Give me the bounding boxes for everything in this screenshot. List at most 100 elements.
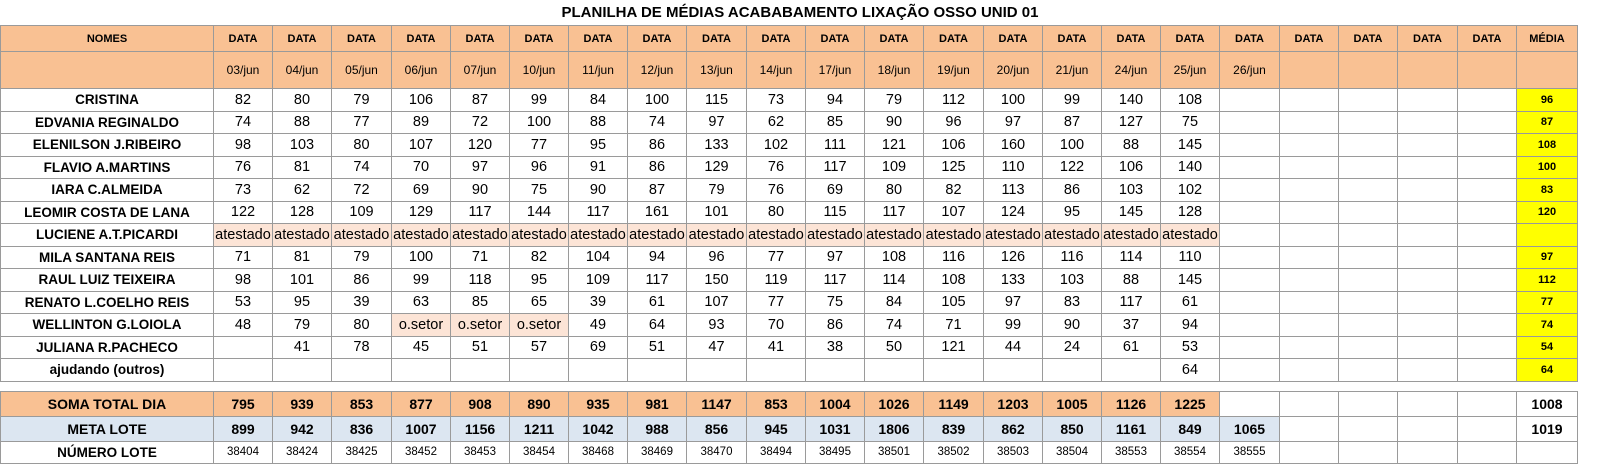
- meta-cell[interactable]: 899: [213, 415, 273, 442]
- meta-cell[interactable]: [1457, 415, 1517, 442]
- employee-name[interactable]: ELENILSON J.RIBEIRO: [0, 133, 214, 157]
- media-cell[interactable]: 54: [1516, 335, 1578, 359]
- score-cell[interactable]: 126: [983, 245, 1043, 269]
- score-cell[interactable]: 144: [509, 200, 569, 224]
- score-cell[interactable]: 74: [331, 155, 392, 179]
- score-cell[interactable]: 39: [331, 290, 392, 314]
- score-cell[interactable]: 71: [450, 245, 510, 269]
- score-cell[interactable]: [568, 358, 628, 382]
- score-cell[interactable]: 61: [1160, 290, 1220, 314]
- data-header[interactable]: DATA: [627, 25, 687, 52]
- numero-lote-cell[interactable]: 38424: [272, 440, 332, 464]
- score-cell[interactable]: [1457, 268, 1517, 292]
- score-cell[interactable]: [1279, 133, 1339, 157]
- score-cell[interactable]: 45: [391, 335, 451, 359]
- score-cell[interactable]: 65: [509, 290, 569, 314]
- meta-cell[interactable]: [1279, 415, 1339, 442]
- score-cell[interactable]: 76: [746, 155, 806, 179]
- score-cell[interactable]: atestado: [1101, 223, 1161, 247]
- score-cell[interactable]: 122: [1042, 155, 1102, 179]
- score-cell[interactable]: 79: [272, 313, 332, 337]
- score-cell[interactable]: 80: [331, 133, 392, 157]
- score-cell[interactable]: 121: [864, 133, 924, 157]
- score-cell[interactable]: [1279, 245, 1339, 269]
- soma-cell[interactable]: [1279, 390, 1339, 417]
- score-cell[interactable]: 96: [509, 155, 569, 179]
- score-cell[interactable]: 128: [1160, 200, 1220, 224]
- score-cell[interactable]: [1338, 245, 1398, 269]
- media-header[interactable]: MÉDIA: [1516, 25, 1578, 52]
- score-cell[interactable]: [1338, 110, 1398, 134]
- employee-name[interactable]: FLAVIO A.MARTINS: [0, 155, 214, 179]
- score-cell[interactable]: [1457, 358, 1517, 382]
- soma-cell[interactable]: [1219, 390, 1280, 417]
- score-cell[interactable]: atestado: [627, 223, 687, 247]
- score-cell[interactable]: 129: [686, 155, 747, 179]
- score-cell[interactable]: [746, 358, 806, 382]
- score-cell[interactable]: 80: [331, 313, 392, 337]
- media-cell[interactable]: 64: [1516, 358, 1578, 382]
- score-cell[interactable]: 74: [627, 110, 687, 134]
- score-cell[interactable]: 97: [983, 290, 1043, 314]
- score-cell[interactable]: 63: [391, 290, 451, 314]
- meta-cell[interactable]: 856: [686, 415, 747, 442]
- score-cell[interactable]: [1457, 313, 1517, 337]
- data-header[interactable]: DATA: [983, 25, 1043, 52]
- soma-cell[interactable]: 1126: [1101, 390, 1161, 417]
- score-cell[interactable]: 107: [923, 200, 984, 224]
- score-cell[interactable]: [331, 358, 392, 382]
- score-cell[interactable]: [1338, 133, 1398, 157]
- score-cell[interactable]: 102: [1160, 178, 1220, 202]
- numero-lote-cell[interactable]: 38470: [686, 440, 747, 464]
- meta-cell[interactable]: 1806: [864, 415, 924, 442]
- score-cell[interactable]: 100: [391, 245, 451, 269]
- soma-cell[interactable]: 981: [627, 390, 687, 417]
- score-cell[interactable]: [1279, 223, 1339, 247]
- score-cell[interactable]: [1457, 290, 1517, 314]
- numero-lote-cell[interactable]: 38404: [213, 440, 273, 464]
- score-cell[interactable]: [1397, 178, 1458, 202]
- media-cell[interactable]: 120: [1516, 200, 1578, 224]
- soma-cell[interactable]: 1005: [1042, 390, 1102, 417]
- score-cell[interactable]: 110: [1160, 245, 1220, 269]
- score-cell[interactable]: 44: [983, 335, 1043, 359]
- score-cell[interactable]: 81: [272, 245, 332, 269]
- score-cell[interactable]: 78: [331, 335, 392, 359]
- data-header[interactable]: DATA: [1160, 25, 1220, 52]
- score-cell[interactable]: atestado: [864, 223, 924, 247]
- numero-lote-cell[interactable]: 38495: [805, 440, 865, 464]
- numero-lote-cell[interactable]: [1397, 440, 1458, 464]
- employee-name[interactable]: EDVANIA REGINALDO: [0, 110, 214, 134]
- score-cell[interactable]: [509, 358, 569, 382]
- data-header[interactable]: DATA: [1279, 25, 1339, 52]
- score-cell[interactable]: 117: [627, 268, 687, 292]
- score-cell[interactable]: 88: [272, 110, 332, 134]
- score-cell[interactable]: [1457, 110, 1517, 134]
- score-cell[interactable]: [1338, 290, 1398, 314]
- media-cell[interactable]: 83: [1516, 178, 1578, 202]
- score-cell[interactable]: [1219, 268, 1280, 292]
- score-cell[interactable]: atestado: [450, 223, 510, 247]
- score-cell[interactable]: 73: [746, 88, 806, 112]
- date-cell[interactable]: 26/jun: [1219, 51, 1280, 89]
- numero-lote-cell[interactable]: [1338, 440, 1398, 464]
- score-cell[interactable]: 101: [272, 268, 332, 292]
- date-cell[interactable]: 14/jun: [746, 51, 806, 89]
- score-cell[interactable]: 109: [864, 155, 924, 179]
- names-header[interactable]: NOMES: [0, 25, 214, 52]
- score-cell[interactable]: [864, 358, 924, 382]
- score-cell[interactable]: 71: [213, 245, 273, 269]
- score-cell[interactable]: 100: [627, 88, 687, 112]
- score-cell[interactable]: [213, 335, 273, 359]
- numero-lote-cell[interactable]: 38453: [450, 440, 510, 464]
- score-cell[interactable]: 87: [627, 178, 687, 202]
- score-cell[interactable]: [1219, 110, 1280, 134]
- score-cell[interactable]: 79: [864, 88, 924, 112]
- score-cell[interactable]: 104: [568, 245, 628, 269]
- score-cell[interactable]: 127: [1101, 110, 1161, 134]
- score-cell[interactable]: [1397, 290, 1458, 314]
- data-header[interactable]: DATA: [450, 25, 510, 52]
- score-cell[interactable]: 72: [331, 178, 392, 202]
- meta-media[interactable]: 1019: [1516, 415, 1578, 442]
- score-cell[interactable]: o.setor: [450, 313, 510, 337]
